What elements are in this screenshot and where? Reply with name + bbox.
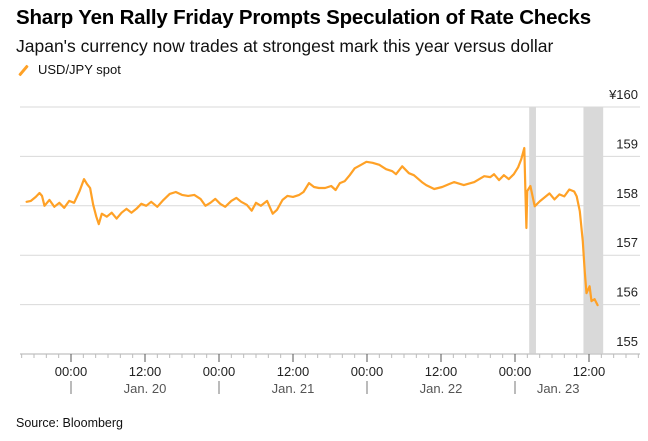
- y-tick-label: 155: [616, 334, 638, 349]
- x-tick-label: 00:00: [499, 364, 532, 379]
- x-tick-label: 12:00: [573, 364, 606, 379]
- y-tick-label: 158: [616, 186, 638, 201]
- shaded-region: [529, 107, 536, 354]
- source-note: Source: Bloomberg: [16, 416, 124, 430]
- x-date-label: Jan. 20: [124, 381, 167, 396]
- x-tick-label: 00:00: [351, 364, 384, 379]
- x-tick-label: 12:00: [129, 364, 162, 379]
- series-line-usdjpy: [25, 146, 599, 307]
- legend-label: USD/JPY spot: [38, 62, 121, 77]
- x-date-label: Jan. 22: [420, 381, 463, 396]
- y-tick-label: 159: [616, 136, 638, 151]
- y-tick-label: ¥160: [608, 87, 638, 102]
- chart-title: Sharp Yen Rally Friday Prompts Speculati…: [16, 6, 591, 29]
- x-tick-label: 00:00: [203, 364, 236, 379]
- legend: USD/JPY spot: [16, 62, 121, 77]
- shaded-region: [583, 107, 604, 354]
- x-date-label: Jan. 23: [537, 381, 580, 396]
- y-tick-label: 157: [616, 235, 638, 250]
- chart-subtitle: Japan's currency now trades at strongest…: [16, 36, 554, 56]
- x-tick-label: 12:00: [425, 364, 458, 379]
- x-tick-label: 12:00: [277, 364, 310, 379]
- x-tick-label: 00:00: [55, 364, 88, 379]
- x-date-label: Jan. 21: [272, 381, 315, 396]
- y-tick-label: 156: [616, 285, 638, 300]
